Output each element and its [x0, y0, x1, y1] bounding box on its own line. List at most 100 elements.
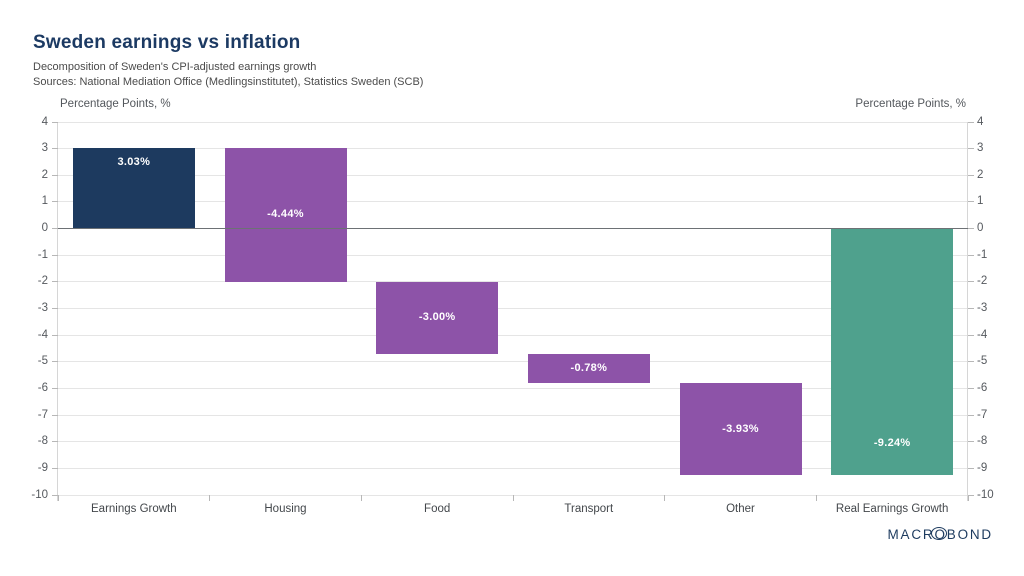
macrobond-logo: MACR OBOND: [888, 527, 993, 542]
left-tick-mark: [52, 467, 58, 469]
y-axis-tick-label-right: -7: [977, 408, 988, 421]
y-axis-tick-label-right: -3: [977, 302, 988, 314]
category-label-earnings-growth: Earnings Growth: [91, 503, 177, 515]
bottom-boundary-tick: [57, 495, 59, 501]
y-axis-tick-label-right: 2: [977, 168, 984, 181]
gridline: [58, 308, 968, 309]
right-tick-mark: [968, 281, 974, 283]
y-axis-tick-label-left: -10: [31, 488, 48, 501]
y-axis-tick-label-right: -8: [977, 435, 988, 448]
y-axis-tick-label-left: -1: [37, 248, 48, 261]
y-axis-tick-label-left: 2: [41, 168, 48, 181]
bottom-boundary-tick: [664, 495, 666, 501]
gridline: [58, 148, 968, 150]
bar-earnings-growth: [72, 147, 195, 229]
gridline: [58, 281, 968, 283]
chart-sources: Sources: National Mediation Office (Medl…: [33, 76, 424, 88]
chart-subtitle: Decomposition of Sweden's CPI-adjusted e…: [33, 61, 317, 73]
y-axis-tick-label-right: -4: [977, 328, 988, 341]
bar-transport: [527, 353, 650, 383]
right-tick-mark: [968, 174, 974, 176]
y-axis-tick-label-left: -9: [37, 461, 48, 474]
y-axis-tick-label-right: 4: [977, 115, 984, 128]
gridline: [58, 121, 968, 123]
left-tick-mark: [52, 121, 58, 123]
right-tick-mark: [968, 414, 974, 416]
gridline: [58, 441, 968, 443]
logo-o-mark: O: [931, 527, 948, 542]
right-tick-mark: [968, 201, 974, 203]
gridline: [58, 387, 968, 389]
bar-value-label-transport: -0.78%: [570, 362, 608, 375]
bar-value-label-food: -3.00%: [418, 311, 456, 324]
gridline: [58, 201, 968, 203]
page-title: Sweden earnings vs inflation: [33, 32, 301, 53]
gridline: [58, 254, 968, 256]
logo-text-post: BOND: [946, 527, 993, 542]
right-tick-mark: [968, 387, 974, 389]
bar-value-label-earnings-growth: 3.03%: [117, 155, 151, 168]
gridline: [58, 174, 968, 176]
bottom-boundary-tick: [209, 495, 211, 501]
right-tick-mark: [968, 467, 974, 469]
y-axis-tick-label-right: 3: [977, 142, 984, 155]
left-tick-mark: [52, 228, 58, 230]
y-axis-tick-label-left: -3: [37, 302, 48, 314]
logo-ring-icon: [931, 527, 948, 540]
y-axis-tick-label-right: 0: [977, 222, 984, 235]
right-tick-mark: [968, 228, 974, 230]
right-tick-mark: [968, 254, 974, 256]
category-label-transport: Transport: [564, 503, 614, 515]
category-label-food: Food: [424, 503, 451, 515]
right-axis-line: [967, 122, 968, 501]
y-axis-tick-label-left: -5: [37, 355, 48, 368]
bottom-boundary-tick: [360, 495, 362, 501]
gridline: [58, 414, 968, 416]
gridline: [58, 334, 968, 336]
left-tick-mark: [52, 308, 58, 309]
zero-line: [58, 227, 968, 230]
y-axis-tick-label-left: -2: [37, 275, 48, 288]
left-tick-mark: [52, 387, 58, 389]
bar-value-label-other: -3.93%: [722, 423, 759, 436]
y-axis-tick-label-left: -8: [37, 435, 48, 448]
left-axis-title: Percentage Points, %: [60, 98, 171, 110]
right-tick-mark: [968, 494, 974, 496]
left-tick-mark: [52, 254, 58, 256]
right-tick-mark: [968, 334, 974, 336]
logo-text-pre: MACR: [887, 527, 935, 542]
right-tick-mark: [968, 308, 974, 309]
y-axis-tick-label-left: 1: [41, 195, 48, 208]
y-axis-tick-label-left: 3: [41, 142, 48, 155]
gridline: [58, 361, 968, 363]
y-axis-tick-label-left: -4: [37, 328, 48, 341]
bottom-boundary-tick: [512, 495, 514, 501]
bar-value-label-real-earnings-growth: -9.24%: [873, 437, 911, 450]
left-axis-line: [57, 122, 58, 501]
left-tick-mark: [52, 361, 58, 363]
right-tick-mark: [968, 121, 974, 123]
right-tick-mark: [968, 361, 974, 363]
y-axis-tick-label-right: -9: [977, 461, 988, 474]
bar-real-earnings-growth: [831, 228, 954, 475]
y-axis-tick-label-right: 1: [977, 195, 984, 208]
bottom-boundary-tick: [967, 495, 969, 501]
bar-food: [376, 281, 499, 354]
left-tick-mark: [52, 281, 58, 283]
left-tick-mark: [52, 148, 58, 150]
bar-other: [679, 382, 802, 475]
category-label-other: Other: [726, 503, 755, 515]
right-axis-title: Percentage Points, %: [855, 98, 966, 110]
y-axis-tick-label-right: -1: [977, 248, 988, 261]
left-tick-mark: [52, 174, 58, 176]
y-axis-tick-label-right: -6: [977, 381, 988, 394]
y-axis-tick-label-left: -6: [37, 381, 48, 394]
bar-housing: [224, 147, 347, 282]
bottom-boundary-tick: [815, 495, 817, 501]
y-axis-tick-label-left: 0: [41, 222, 48, 235]
right-tick-mark: [968, 148, 974, 150]
bar-value-label-housing: -4.44%: [267, 208, 304, 221]
category-label-housing: Housing: [264, 503, 307, 515]
y-axis-tick-label-right: -10: [977, 488, 994, 501]
right-tick-mark: [968, 441, 974, 443]
